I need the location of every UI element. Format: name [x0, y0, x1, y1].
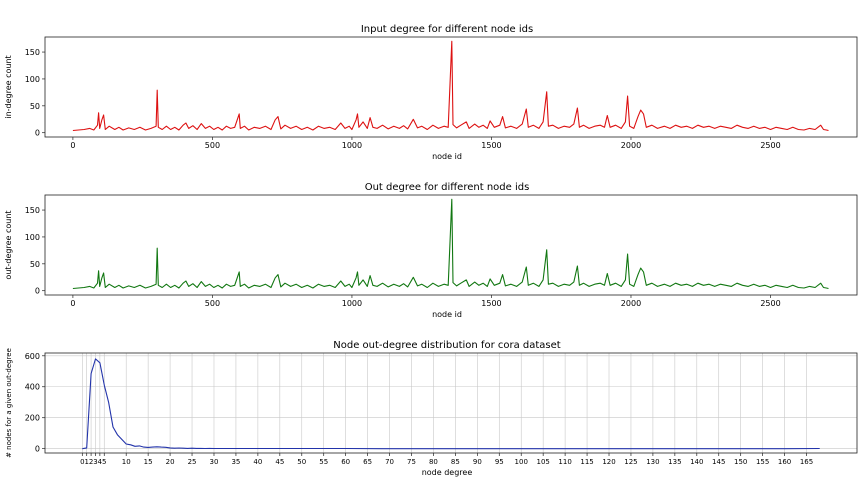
x-axis-label: node id: [432, 310, 462, 319]
y-tick-label: 200: [25, 414, 40, 423]
chart-degree-distribution: Node out-degree distribution for cora da…: [5, 340, 858, 477]
series-line: [82, 358, 820, 450]
x-tick-label: 50: [297, 458, 306, 466]
y-tick-label: 50: [30, 260, 40, 269]
x-tick-label: 2500: [760, 141, 780, 150]
x-tick-label: 75: [407, 458, 416, 466]
x-tick-label: 145: [712, 458, 725, 466]
x-tick-label: 65: [363, 458, 372, 466]
x-tick-label: 105: [536, 458, 549, 466]
x-tick-label: 130: [646, 458, 659, 466]
y-axis-label: out-degree count: [4, 210, 13, 279]
x-tick-label: 140: [690, 458, 703, 466]
y-axis-label: in-degree count: [4, 55, 13, 118]
x-tick-label: 0: [80, 458, 84, 466]
x-tick-label: 500: [205, 141, 220, 150]
x-tick-label: 1500: [481, 299, 501, 308]
x-tick-label: 120: [602, 458, 615, 466]
x-tick-label: 500: [205, 299, 220, 308]
x-tick-label: 1000: [342, 141, 362, 150]
y-tick-label: 150: [25, 206, 40, 215]
x-tick-label: 80: [429, 458, 438, 466]
y-tick-label: 100: [25, 233, 40, 242]
axes-frame: [44, 36, 858, 138]
x-tick-label: 35: [231, 458, 240, 466]
x-tick-label: 1: [84, 458, 88, 466]
x-tick-label: 45: [275, 458, 284, 466]
x-tick-label: 155: [756, 458, 769, 466]
x-tick-label: 90: [473, 458, 482, 466]
plot-area: 0 500 1000 1500 2000 2500 0 50 100 150: [25, 40, 829, 150]
x-tick-label: 150: [734, 458, 747, 466]
y-tick-label: 400: [25, 383, 40, 392]
x-tick-label: 85: [451, 458, 460, 466]
x-tick-label: 70: [385, 458, 394, 466]
x-tick-label: 55: [319, 458, 328, 466]
x-tick-label: 0: [70, 299, 75, 308]
y-tick-label: 150: [25, 48, 40, 57]
x-tick-label: 100: [515, 458, 528, 466]
x-tick-label: 40: [253, 458, 262, 466]
plot-area: 0 1 2 3 4 5 10 15 20 25 30 35 40 45 50 55 60 65 70 75 80 85 90…: [25, 352, 857, 466]
x-tick-label: 125: [624, 458, 637, 466]
series-line: [72, 198, 829, 290]
chart-in-degree: Input degree for different node ids 0 500…: [4, 24, 858, 161]
x-tick-label: 135: [668, 458, 681, 466]
x-tick-label: 25: [188, 458, 197, 466]
series-line: [72, 40, 829, 132]
axes-frame: [44, 194, 858, 296]
y-axis-label: # nodes for a given out-degree: [5, 348, 13, 458]
x-tick-label: 60: [341, 458, 350, 466]
x-tick-label: 10: [122, 458, 131, 466]
x-tick-label: 0: [70, 141, 75, 150]
x-tick-label: 5: [102, 458, 106, 466]
x-tick-label: 165: [800, 458, 813, 466]
x-axis-label: node id: [432, 152, 462, 161]
y-tick-label: 50: [30, 102, 40, 111]
x-tick-label: 2000: [621, 299, 641, 308]
chart-title: Out degree for different node ids: [365, 182, 530, 193]
chart-out-degree: Out degree for different node ids 0 500 10…: [4, 182, 858, 319]
x-tick-label: 160: [778, 458, 791, 466]
x-tick-label: 2500: [760, 299, 780, 308]
x-tick-label: 2000: [621, 141, 641, 150]
axes-frame: [44, 352, 858, 454]
x-tick-label: 30: [210, 458, 219, 466]
x-tick-label: 15: [144, 458, 153, 466]
y-tick-label: 0: [35, 445, 40, 454]
x-tick-label: 1500: [481, 141, 501, 150]
x-axis-label: node degree: [422, 468, 473, 477]
x-tick-label: 115: [580, 458, 593, 466]
x-tick-label: 110: [558, 458, 571, 466]
y-tick-label: 0: [35, 287, 40, 296]
plot-area: 0 500 1000 1500 2000 2500 0 50 100 150: [25, 198, 829, 308]
y-tick-label: 0: [35, 129, 40, 138]
chart-title: Input degree for different node ids: [361, 24, 533, 35]
y-tick-label: 600: [25, 352, 40, 361]
x-tick-label: 4: [98, 458, 103, 466]
x-tick-label: 3: [93, 458, 97, 466]
y-tick-label: 100: [25, 75, 40, 84]
x-tick-label: 2: [89, 458, 93, 466]
x-tick-label: 20: [166, 458, 175, 466]
x-tick-label: 95: [495, 458, 504, 466]
chart-title: Node out-degree distribution for cora da…: [333, 340, 561, 351]
x-tick-label: 1000: [342, 299, 362, 308]
